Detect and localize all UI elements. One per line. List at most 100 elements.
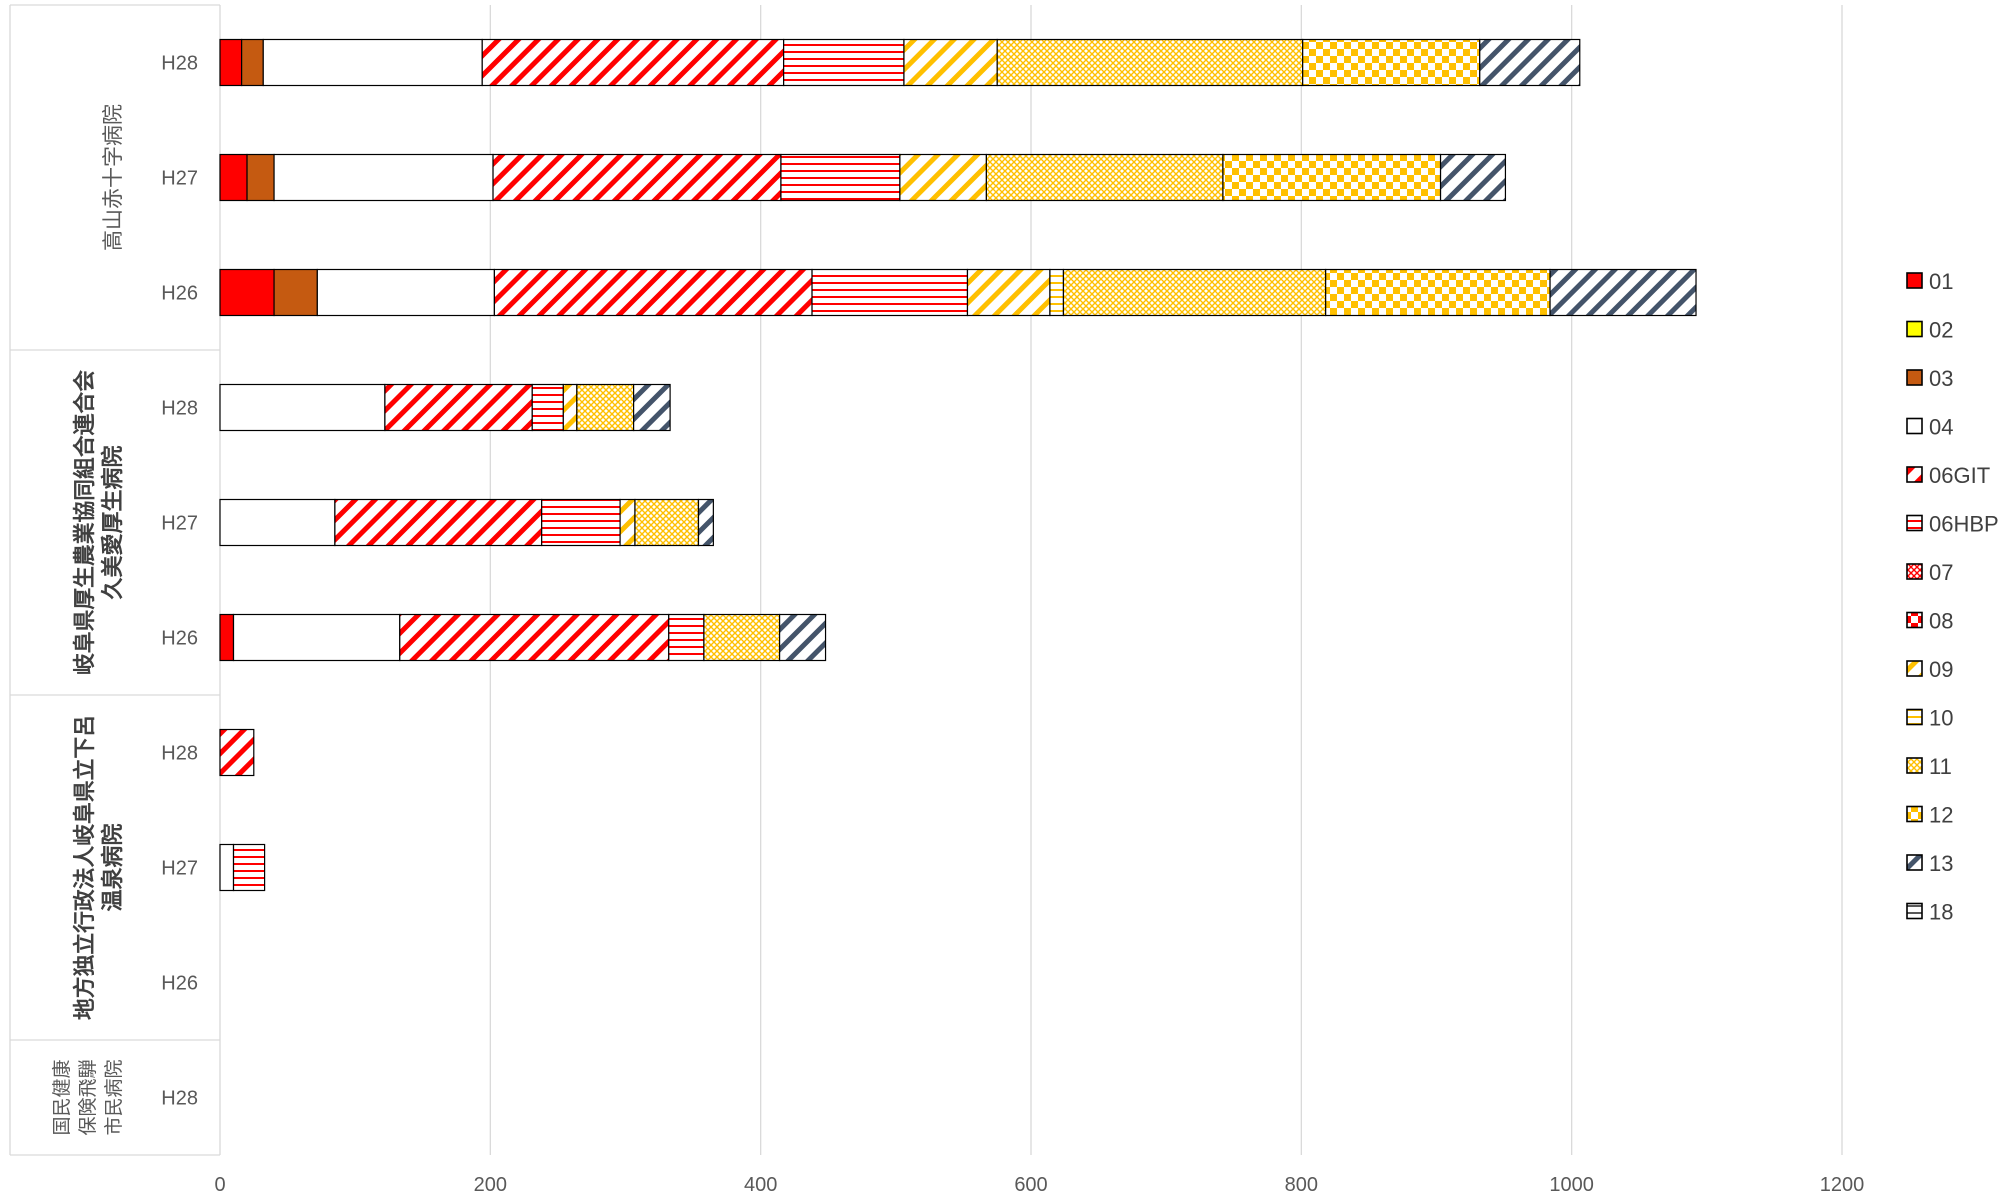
bar-segment-01 — [219, 153, 248, 202]
bar-segment-13 — [1479, 38, 1581, 87]
legend-swatch — [1906, 660, 1923, 677]
legend-label: 13 — [1929, 851, 1953, 876]
bar-segment-03 — [273, 268, 318, 317]
legend-label: 04 — [1929, 415, 1953, 440]
bar-series — [219, 38, 1697, 892]
bar-segment-09 — [562, 383, 578, 432]
legend-item-04: 04 — [1906, 415, 1953, 440]
bar-segment-04 — [273, 153, 494, 202]
bar-segment-09 — [619, 498, 636, 547]
group-label: 保険飛騨 — [77, 1059, 99, 1135]
legend-swatch — [1906, 417, 1923, 435]
legend-item-11: 11 — [1906, 754, 1952, 779]
x-tick-label: 1200 — [1820, 1174, 1865, 1194]
bar-segment-11 — [996, 38, 1304, 87]
x-tick-label: 200 — [474, 1174, 507, 1194]
legend-swatch — [1906, 320, 1923, 338]
bar-segment-04 — [262, 38, 483, 87]
bar-segment-06HBP — [783, 38, 905, 87]
legend-item-12: 12 — [1906, 803, 1953, 828]
bar-segment-11 — [1062, 268, 1327, 317]
bar-segment-06GIT — [384, 383, 533, 432]
x-axis-ticks: 0 200 400 600 800 1000 1200 — [214, 1174, 1864, 1194]
legend-item-07: 07 — [1906, 560, 1953, 585]
year-label: H28 — [161, 743, 198, 765]
group-label: 久美愛厚生病院 — [100, 445, 126, 599]
bar-segment-03 — [241, 38, 264, 87]
bar-segment-09 — [899, 153, 987, 202]
bar-segment-01 — [219, 268, 275, 317]
legend-swatch — [1906, 611, 1923, 629]
year-label: H28 — [161, 398, 198, 420]
legend-label: 02 — [1929, 318, 1953, 343]
bar-segment-06GIT — [219, 728, 255, 777]
bar-segment-06GIT — [493, 268, 813, 317]
x-tick-label: 0 — [214, 1174, 225, 1194]
bar-segment-01 — [219, 38, 243, 87]
year-label: H26 — [161, 283, 198, 305]
bar-segment-01 — [219, 613, 235, 662]
bar-segment-12 — [1302, 38, 1481, 87]
legend-swatch — [1906, 369, 1923, 386]
legend-label: 11 — [1929, 754, 1952, 779]
bar-segment-10 — [1049, 268, 1065, 317]
year-label: H28 — [161, 1088, 198, 1110]
legend-swatch — [1906, 563, 1923, 580]
legend: 01 02 03 04 06GIT 06HBP 07 08 09 10 11 12 13 18 — [1906, 269, 1999, 925]
legend-item-09: 09 — [1906, 657, 1953, 682]
legend-label: 12 — [1929, 803, 1953, 828]
legend-label: 08 — [1929, 609, 1953, 634]
legend-label: 03 — [1929, 366, 1953, 391]
group-label: 温泉病院 — [100, 823, 126, 911]
legend-item-18: 18 — [1906, 900, 1953, 925]
year-label: H28 — [161, 53, 198, 75]
legend-label: 18 — [1929, 900, 1953, 925]
bar-segment-04 — [219, 498, 336, 547]
legend-swatch — [1906, 514, 1923, 532]
bar-segment-11 — [576, 383, 635, 432]
bar-segment-13 — [778, 613, 827, 662]
group-label: 高山赤十字病院 — [101, 104, 125, 251]
x-tick-label: 800 — [1285, 1174, 1318, 1194]
bar-segment-06HBP — [668, 613, 705, 662]
legend-label: 09 — [1929, 657, 1953, 682]
year-label: H26 — [161, 628, 198, 650]
legend-swatch — [1906, 805, 1923, 823]
year-label: H27 — [161, 858, 198, 880]
bar-segment-06HBP — [541, 498, 621, 547]
bar-segment-09 — [903, 38, 998, 87]
legend-swatch — [1906, 272, 1923, 289]
bar-segment-06HBP — [811, 268, 969, 317]
legend-item-01: 01 — [1906, 269, 1953, 294]
bar-segment-12 — [1325, 268, 1551, 317]
bar-segment-06GIT — [481, 38, 785, 87]
legend-item-06HBP: 06HBP — [1906, 512, 1999, 537]
year-label: H27 — [161, 168, 198, 190]
bar-segment-11 — [985, 153, 1224, 202]
bar-segment-13 — [1439, 153, 1507, 202]
bar-segment-13 — [633, 383, 671, 432]
legend-item-03: 03 — [1906, 366, 1953, 391]
y-axis-year-labels: H28 H27 H26 H28 H27 H26 H28 H27 H26 H28 — [161, 53, 198, 1110]
group-label: 岐阜県厚生農業協同組合連合会 — [72, 370, 98, 675]
legend-item-08: 08 — [1906, 609, 1953, 634]
legend-label: 06GIT — [1929, 463, 1990, 488]
legend-item-10: 10 — [1906, 706, 1953, 731]
legend-item-02: 02 — [1906, 318, 1953, 343]
legend-label: 01 — [1929, 269, 1953, 294]
legend-swatch — [1906, 708, 1923, 726]
bar-segment-11 — [634, 498, 700, 547]
bar-segment-06HBP — [232, 843, 266, 892]
bar-segment-06GIT — [399, 613, 670, 662]
bar-segment-13 — [1549, 268, 1697, 317]
legend-swatch — [1906, 854, 1923, 871]
bar-segment-04 — [219, 843, 235, 892]
x-tick-label: 400 — [744, 1174, 777, 1194]
bar-segment-12 — [1222, 153, 1442, 202]
x-tick-label: 600 — [1014, 1174, 1047, 1194]
legend-item-13: 13 — [1906, 851, 1953, 876]
bar-segment-04 — [219, 383, 386, 432]
bar-segment-06GIT — [492, 153, 782, 202]
bar-segment-03 — [246, 153, 275, 202]
